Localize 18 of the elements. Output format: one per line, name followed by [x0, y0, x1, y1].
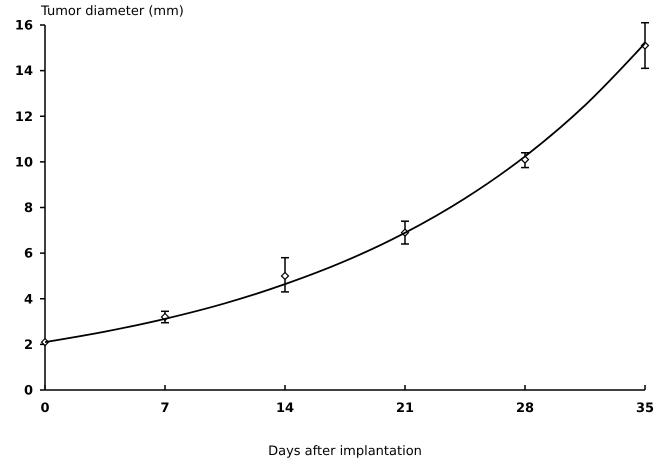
- point: [280, 272, 290, 280]
- x-tick-label: 35: [636, 401, 654, 416]
- y-tick-label: 6: [24, 246, 33, 262]
- x-tick-label: 28: [516, 401, 534, 416]
- x-tick-label: 7: [160, 401, 170, 416]
- y-tick-label: 4: [24, 292, 33, 308]
- x-tick-label: 14: [276, 401, 294, 416]
- y-tick-label: 2: [24, 338, 33, 353]
- x-tick-label: 21: [396, 401, 414, 416]
- x-tick-label: 0: [40, 401, 50, 416]
- y-tick-label: 16: [14, 18, 33, 34]
- y-tick-label: 12: [14, 110, 33, 125]
- y-tick-label: 14: [14, 64, 33, 80]
- y-axis-title: Tumor diameter (mm): [40, 4, 184, 19]
- y-tick-label: 10: [14, 155, 33, 170]
- y-tick-label: 8: [24, 201, 33, 216]
- x-axis-title: Days after implantation: [268, 444, 422, 459]
- y-tick-label: 0: [24, 384, 33, 399]
